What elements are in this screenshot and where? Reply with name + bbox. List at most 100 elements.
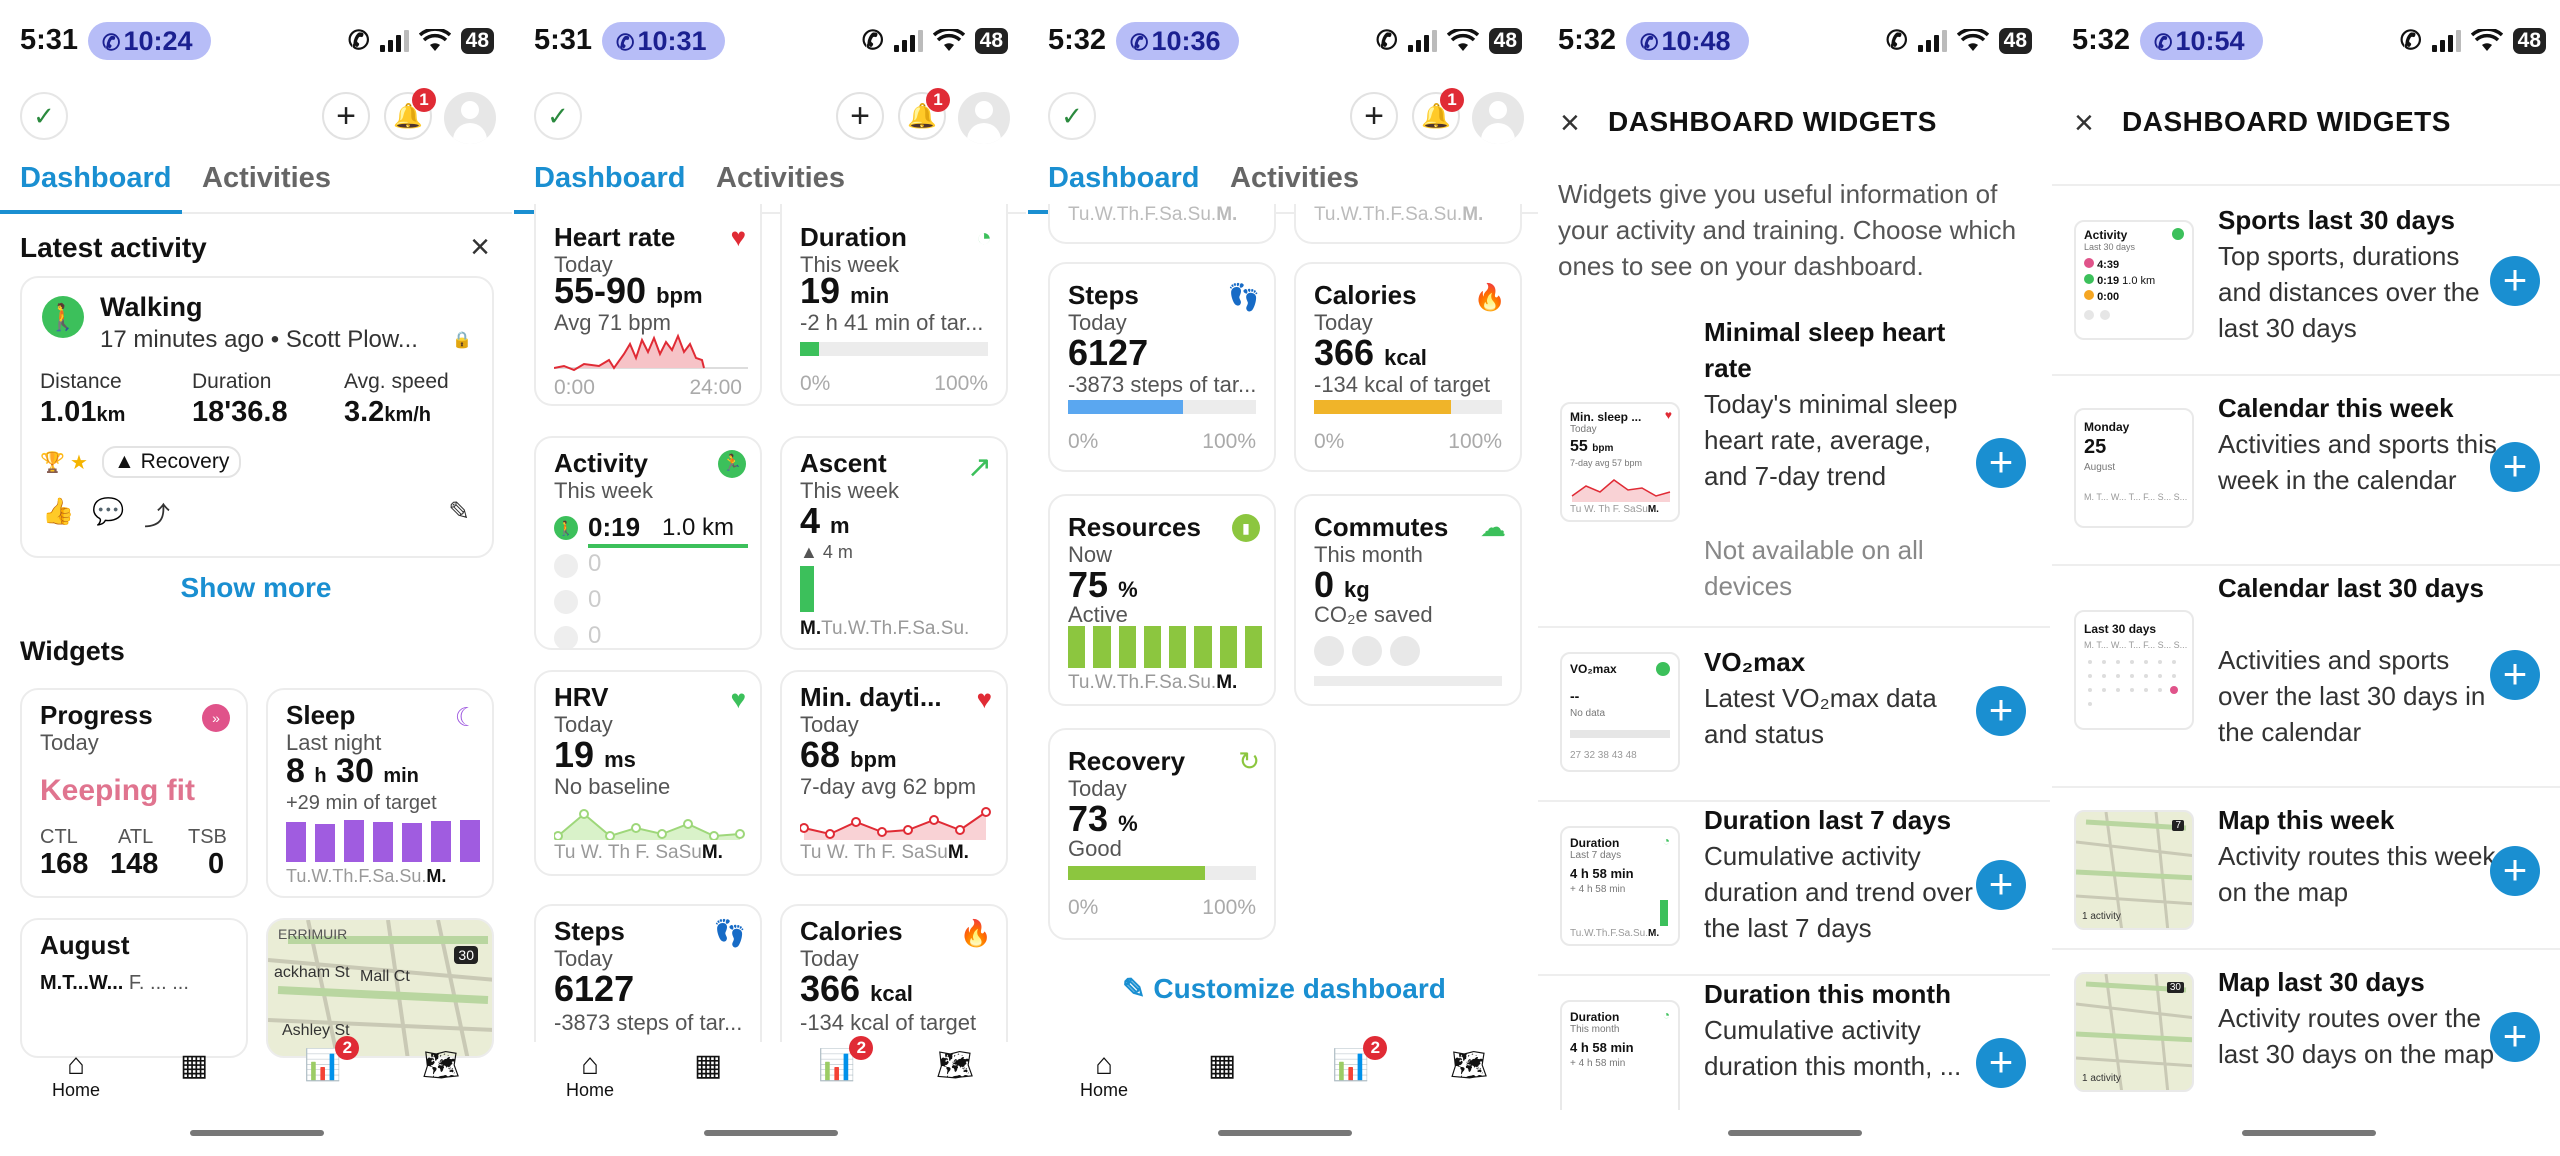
map-nav-icon[interactable]: 🗺 xyxy=(1450,1049,1489,1082)
resources-days: Tu.W.Th.F.Sa.Su.M. xyxy=(1068,672,1237,694)
show-more-link[interactable]: Show more xyxy=(180,572,332,603)
notification-badge: 1 xyxy=(926,88,950,112)
calendar-nav-icon[interactable]: ▦ xyxy=(1208,1049,1237,1082)
edit-icon[interactable]: ✎ xyxy=(448,496,470,526)
add-button[interactable]: + xyxy=(836,92,884,140)
wifi-calling-icon: ✆ xyxy=(1885,25,1908,55)
screen-dashboard-top: 5:31 ✆ 10:24 ✆ 48 ✓ + 🔔 1 Dashboard Activi… xyxy=(0,0,512,1156)
like-icon[interactable]: 👍 xyxy=(42,496,75,526)
tab-activities[interactable]: Activities xyxy=(716,162,845,194)
progress-widget[interactable]: Progress Today » Keeping fit CTL 168 ATL… xyxy=(20,688,248,898)
map-nav-icon[interactable]: 🗺 xyxy=(936,1049,975,1082)
app-logo-icon[interactable]: ✓ xyxy=(20,92,68,140)
nav-home[interactable]: ⌂ Home xyxy=(566,1048,614,1101)
latest-activity-card[interactable]: 🚶 Walking 17 minutes ago • Scott Plow...… xyxy=(20,276,494,558)
calendar-widget[interactable]: August M.T...W... F. ... ... xyxy=(20,918,248,1058)
add-button[interactable]: + xyxy=(1350,92,1398,140)
steps-title: Steps xyxy=(1068,280,1139,310)
nav-home[interactable]: ⌂ Home xyxy=(52,1048,100,1101)
customize-dashboard-button[interactable]: ✎ Customize dashboard xyxy=(1028,972,1540,1005)
previous-widget-fragment: Tu.W.Th.F.Sa.Su.M. xyxy=(1048,204,1276,244)
avatar[interactable] xyxy=(1472,92,1524,144)
tab-dashboard[interactable]: Dashboard xyxy=(534,162,686,194)
duration-month-thumbnail: Duration ◔ This month 4 h 58 min + 4 h 5… xyxy=(1560,1000,1680,1120)
widgets-intro: Widgets give you useful information of y… xyxy=(1558,179,2017,281)
min-daytime-unit: bpm xyxy=(850,747,897,772)
activity-type: Walking xyxy=(100,292,203,322)
add-widget-button[interactable]: + xyxy=(1976,860,2026,910)
app-logo-icon[interactable]: ✓ xyxy=(1048,92,1096,140)
calendar-nav-icon[interactable]: ▦ xyxy=(694,1049,723,1082)
add-widget-button[interactable]: + xyxy=(1976,686,2026,736)
add-widget-button[interactable]: + xyxy=(2490,256,2540,306)
stats-nav-icon[interactable]: 📊 2 xyxy=(818,1036,874,1083)
steps-widget[interactable]: Steps 👣 Today 6127 -3873 steps of tar... xyxy=(534,904,762,1064)
heart-rate-widget[interactable]: Heart rate ♥ Today 55-90 bpm Avg 71 bpm … xyxy=(534,204,762,406)
resources-widget[interactable]: Resources ▮ Now 75 % Active Tu.W.Th.F.Sa… xyxy=(1048,494,1276,706)
add-widget-button[interactable]: + xyxy=(2490,846,2540,896)
min-daytime-note: 7-day avg 62 bpm xyxy=(800,774,977,799)
commutes-widget[interactable]: Commutes ☁ This month 0 kg CO₂e saved xyxy=(1294,494,1522,706)
add-button[interactable]: + xyxy=(322,92,370,140)
app-logo-icon[interactable]: ✓ xyxy=(534,92,582,140)
sleep-hours: 8 xyxy=(286,752,305,790)
commutes-unit: kg xyxy=(1344,577,1370,602)
map-widget[interactable]: ERRIMUIR ackham St Mall Ct Ashley St 30 xyxy=(266,918,494,1058)
tab-dashboard[interactable]: Dashboard xyxy=(1048,162,1200,194)
widget-option-desc: Activities and sports this week in the c… xyxy=(2218,429,2497,495)
map-nav-icon[interactable]: 🗺 xyxy=(422,1049,461,1082)
steps-x-start: 0% xyxy=(1068,430,1099,453)
add-widget-button[interactable]: + xyxy=(1976,438,2026,488)
duration-widget[interactable]: Duration ◔ This week 19 min -2 h 41 min … xyxy=(780,204,1008,406)
calendar-nav-icon[interactable]: ▦ xyxy=(180,1049,209,1082)
comment-icon[interactable]: 💬 xyxy=(92,496,125,526)
resources-bar xyxy=(1118,626,1136,668)
avatar[interactable] xyxy=(444,92,496,144)
close-icon[interactable]: × xyxy=(470,228,490,266)
calories-widget[interactable]: Calories 🔥 Today 366 kcal -134 kcal of t… xyxy=(780,904,1008,1064)
nav-home[interactable]: ⌂ Home xyxy=(1080,1048,1128,1101)
share-icon[interactable]: ⤴ xyxy=(144,501,171,531)
thumb-row-1: 4:39 xyxy=(2097,259,2120,271)
call-pill[interactable]: ✆ 10:48 xyxy=(1626,22,1749,60)
call-pill[interactable]: ✆ 10:31 xyxy=(602,22,725,60)
calendar-days-label: M.T...W... xyxy=(40,972,124,994)
add-widget-button[interactable]: + xyxy=(2490,1012,2540,1062)
min-daytime-title: Min. dayti... xyxy=(800,682,942,712)
thumb-value: -- xyxy=(1570,688,1580,704)
call-pill[interactable]: ✆ 10:54 xyxy=(2140,22,2263,60)
activity-icon xyxy=(2172,228,2184,240)
activity-widget[interactable]: Activity 🏃 This week 🚶 0:19 1.0 km 0 0 0 xyxy=(534,436,762,650)
stats-nav-icon[interactable]: 📊 2 xyxy=(1332,1036,1388,1083)
notifications-button[interactable]: 🔔 1 xyxy=(384,88,436,140)
notifications-button[interactable]: 🔔 1 xyxy=(898,88,950,140)
tab-activities[interactable]: Activities xyxy=(202,162,331,194)
fragment-days-label: Tu.W.Th.F.Sa.Su. xyxy=(1314,204,1463,225)
close-icon[interactable]: × xyxy=(2074,104,2094,142)
steps-widget[interactable]: Steps 👣 Today 6127 -3873 steps of tar...… xyxy=(1048,262,1276,472)
add-widget-button[interactable]: + xyxy=(1976,1038,2026,1088)
call-pill[interactable]: ✆ 10:24 xyxy=(88,22,211,60)
add-widget-button[interactable]: + xyxy=(2490,442,2540,492)
thumb-days: Tu W. Th F. SaSu xyxy=(1570,504,1648,515)
sleep-widget[interactable]: Sleep Last night ☾ 8 h 30 min +29 min of… xyxy=(266,688,494,898)
ascent-widget[interactable]: Ascent ↗ This week 4 m ▲ 4 m M.Tu.W.Th.F… xyxy=(780,436,1008,650)
battery-icon: 48 xyxy=(2512,27,2546,54)
stats-nav-icon[interactable]: 📊 2 xyxy=(304,1036,360,1083)
tab-activities[interactable]: Activities xyxy=(1230,162,1359,194)
widget-option-desc: Cumulative activity duration and trend o… xyxy=(1704,841,1973,943)
avatar[interactable] xyxy=(958,92,1010,144)
calories-widget[interactable]: Calories 🔥 Today 366 kcal -134 kcal of t… xyxy=(1294,262,1522,472)
notifications-button[interactable]: 🔔 1 xyxy=(1412,88,1464,140)
tab-underline xyxy=(0,210,182,214)
widget-option-vo2max: VO₂max -- No data 27 32 38 43 48 VO₂max … xyxy=(1538,628,2050,802)
add-widget-button[interactable]: + xyxy=(2490,650,2540,700)
min-daytime-hr-widget[interactable]: Min. dayti... ♥ Today 68 bpm 7-day avg 6… xyxy=(780,670,1008,876)
flame-icon: 🔥 xyxy=(959,918,992,948)
latest-activity-heading: Latest activity xyxy=(20,232,207,263)
call-pill[interactable]: ✆ 10:36 xyxy=(1116,22,1239,60)
recovery-widget[interactable]: Recovery ↻ Today 73 % Good 0% 100% xyxy=(1048,728,1276,940)
hrv-widget[interactable]: HRV ♥ Today 19 ms No baseline Tu W. Th F… xyxy=(534,670,762,876)
tab-dashboard[interactable]: Dashboard xyxy=(20,162,172,194)
close-icon[interactable]: × xyxy=(1560,104,1580,142)
